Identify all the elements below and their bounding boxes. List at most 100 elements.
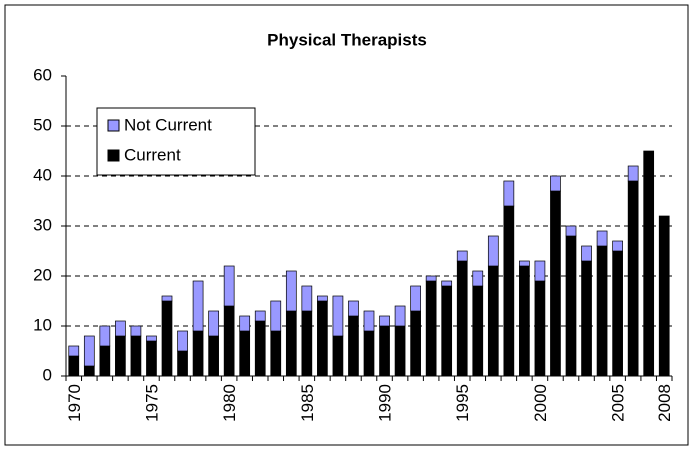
bar-segment (285, 270, 297, 312)
bar-segment (658, 215, 670, 377)
bar-segment (410, 285, 421, 312)
bar-segment (348, 315, 359, 377)
x-tick-label: 1990 (376, 384, 395, 422)
bar-segment (363, 310, 375, 332)
bar-segment (83, 365, 95, 377)
bar-segment (146, 335, 157, 342)
chart-title: Physical Therapists (267, 30, 427, 49)
legend-label: Current (124, 145, 181, 164)
bar-segment (363, 330, 375, 377)
bar-segment (192, 330, 204, 377)
bar-segment (223, 265, 235, 307)
bar-segment (487, 235, 499, 267)
bar-segment (550, 190, 561, 377)
legend-swatch (107, 149, 120, 162)
bar-segment (83, 335, 95, 367)
bar-segment (534, 280, 546, 377)
bar-segment (565, 225, 577, 237)
bar-segment (146, 340, 157, 377)
y-tick-label: 40 (33, 165, 52, 184)
bar-segment (472, 285, 484, 377)
bar-segment (487, 265, 499, 377)
bar-segment (301, 310, 313, 377)
bar-segment (208, 310, 219, 337)
bar-segment (301, 285, 313, 312)
bar-segment (581, 260, 592, 377)
y-tick-label: 30 (33, 215, 52, 234)
bar-segment (410, 310, 421, 377)
bar-segment (627, 180, 639, 377)
bar-segment (161, 295, 173, 302)
bar-segment (239, 315, 251, 332)
bar-segment (503, 180, 515, 207)
bar-segment (612, 250, 623, 377)
bar-segment (208, 335, 219, 377)
bar-segment (332, 335, 344, 377)
bar-segment (472, 270, 484, 287)
bar-segment (317, 300, 328, 377)
x-tick-label: 1995 (453, 384, 472, 422)
bar-segment (550, 175, 561, 192)
bar-segment (394, 305, 406, 327)
bar-segment (177, 330, 188, 352)
bar-segment (519, 265, 530, 377)
bar-segment (565, 235, 577, 377)
bar-segment (68, 345, 80, 357)
bar-segment (441, 280, 453, 287)
bar-segment (456, 260, 468, 377)
bar-segment (317, 295, 328, 302)
legend-swatch (107, 119, 120, 132)
bar-segment (394, 325, 406, 377)
bar-segment (519, 260, 530, 267)
bar-segment (99, 325, 111, 347)
y-tick-label: 0 (43, 365, 52, 384)
bar-segment (223, 305, 235, 377)
bar-segment (425, 275, 437, 282)
bar-segment (581, 245, 592, 262)
bar-segment (285, 310, 297, 377)
bar-segment (425, 280, 437, 377)
x-tick-label: 1975 (142, 384, 161, 422)
bar-segment (596, 230, 608, 247)
bar-segment (612, 240, 623, 252)
bar-segment (627, 165, 639, 182)
bar-segment (379, 325, 390, 377)
bar-segment (115, 335, 126, 377)
bar-segment (177, 350, 188, 377)
x-tick-label: 2005 (609, 384, 628, 422)
x-tick-label: 1985 (298, 384, 317, 422)
bar-segment (596, 245, 608, 377)
bar-segment (270, 300, 282, 332)
x-tick-label: 2008 (655, 384, 674, 422)
bar-segment (115, 320, 126, 337)
bar-segment (192, 280, 204, 332)
x-tick-label: 1980 (220, 384, 239, 422)
bar-segment (332, 295, 344, 337)
x-tick-label: 2000 (531, 384, 550, 422)
bar-segment (534, 260, 546, 282)
legend-box (96, 107, 256, 176)
bar-segment (503, 205, 515, 377)
bar-segment (254, 320, 266, 377)
chart-border (4, 4, 689, 446)
bar-segment (441, 285, 453, 377)
legend: Not Current Current (96, 107, 256, 176)
y-tick-label: 20 (33, 265, 52, 284)
bar-segment (99, 345, 111, 377)
y-tick-label: 60 (33, 65, 52, 84)
bar-segment (456, 250, 468, 262)
y-tick-label: 50 (33, 115, 52, 134)
bar-segment (643, 150, 655, 377)
bar-segment (379, 315, 390, 327)
bar-segment (239, 330, 251, 377)
x-tick-label: 1970 (65, 384, 84, 422)
bar-segment (68, 355, 80, 377)
legend-label: Not Current (124, 115, 212, 134)
bar-segment (270, 330, 282, 377)
bar-segment (254, 310, 266, 322)
bar-segment (348, 300, 359, 317)
bar-segment (130, 325, 142, 337)
bar-segment (130, 335, 142, 377)
